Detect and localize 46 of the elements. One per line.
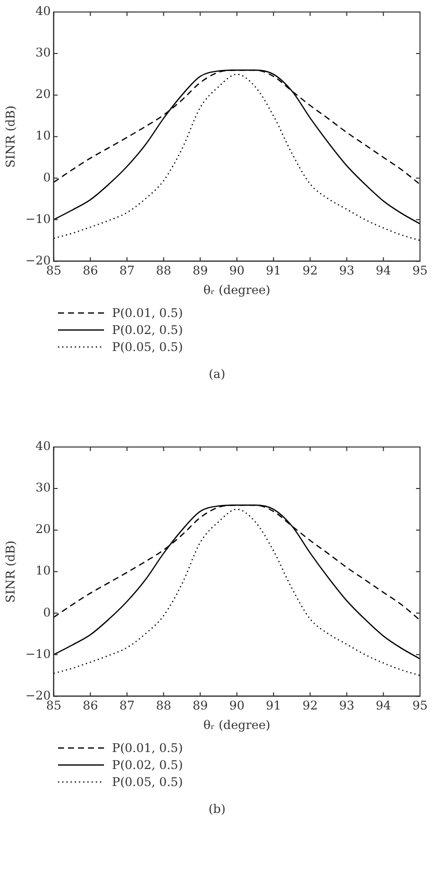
y-tick-label: 20 (35, 522, 51, 536)
y-tick-label: 10 (35, 564, 51, 578)
x-tick-label: 90 (229, 264, 245, 278)
text: (b) (207, 802, 227, 816)
y-tick-label: −10 (25, 646, 51, 661)
x-tick-label: 91 (266, 264, 282, 278)
x-tick-label: 94 (376, 698, 392, 713)
legend-label: P(0.02, 0.5) (112, 758, 183, 772)
y-axis-title: SINR (dB) (3, 106, 18, 168)
legend-label: P(0.02, 0.5) (112, 322, 183, 336)
x-tick-label: 95 (412, 264, 428, 278)
legend-label: P(0.05, 0.5) (112, 774, 183, 788)
x-tick-label: 85 (46, 698, 62, 713)
x-tick-label: 88 (156, 264, 172, 278)
y-tick-label: 0 (43, 170, 51, 184)
x-tick-label: 94 (376, 264, 392, 278)
x-tick-label: 88 (156, 698, 172, 713)
y-tick-label: 0 (43, 605, 51, 620)
x-tick-label: 92 (302, 264, 318, 278)
x-tick-label: 87 (119, 698, 135, 713)
y-tick-label: 40 (35, 4, 51, 18)
y-tick-label: 40 (35, 439, 51, 454)
y-tick-label: 20 (35, 87, 51, 102)
x-tick-label: 86 (82, 698, 98, 713)
y-axis-title: SINR (dB) (3, 540, 18, 603)
y-tick-label: 10 (35, 128, 51, 143)
x-tick-label: 89 (192, 698, 208, 713)
x-tick-label: 87 (119, 264, 135, 278)
x-tick-label: 85 (46, 264, 62, 278)
x-tick-label: 95 (412, 698, 428, 713)
x-tick-label: 93 (339, 264, 354, 278)
y-tick-label: −10 (25, 212, 51, 226)
x-tick-label: 89 (192, 264, 208, 278)
x-tick-label: 93 (339, 698, 354, 713)
legend-label: P(0.01, 0.5) (112, 306, 183, 320)
y-tick-label: 30 (35, 480, 51, 495)
legend-label: P(0.01, 0.5) (112, 740, 183, 754)
x-axis-title: θᵣ (degree) (203, 282, 270, 297)
legend-label: P(0.05, 0.5) (112, 340, 183, 354)
x-tick-label: 92 (302, 698, 318, 713)
text: (a) (208, 367, 226, 381)
x-tick-label: 90 (229, 698, 245, 713)
x-tick-label: 86 (82, 264, 98, 278)
x-axis-title: θᵣ (degree) (203, 718, 270, 732)
x-tick-label: 91 (266, 698, 282, 713)
y-tick-label: 30 (35, 46, 51, 60)
